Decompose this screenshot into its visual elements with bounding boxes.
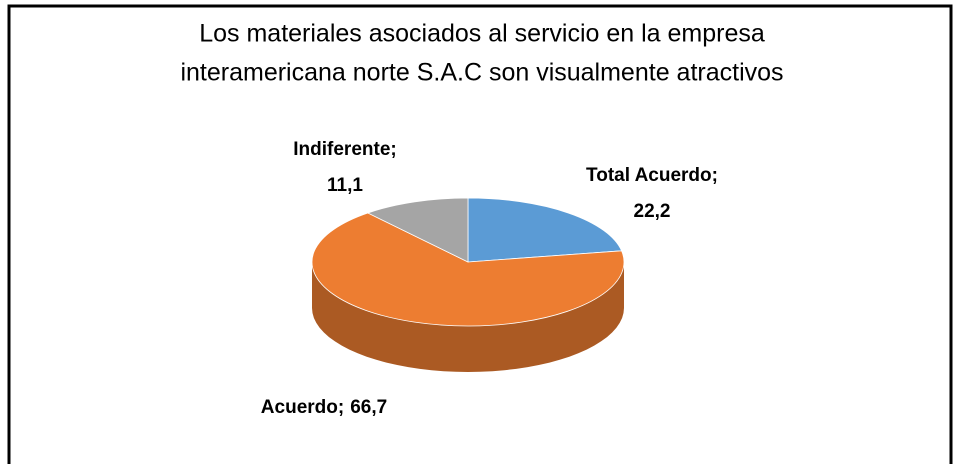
data-label-category: Acuerdo; [261,397,344,418]
pie-slice [311,212,625,327]
data-label-category: Total Acuerdo; [586,165,718,186]
data-label-category: Indiferente; [293,139,396,160]
pie-side [312,262,624,372]
data-label: Acuerdo; 66,7 [261,397,387,418]
chart-title: interamericana norte S.A.C son visualmen… [180,59,783,87]
chart-title: Los materiales asociados al servicio en … [199,20,765,48]
data-label-value: 11,1 [327,175,363,196]
data-label-value: 22,2 [634,201,671,222]
data-label-value: 66,7 [350,397,387,418]
pie-slice [467,197,623,263]
pie-slice [366,197,469,263]
